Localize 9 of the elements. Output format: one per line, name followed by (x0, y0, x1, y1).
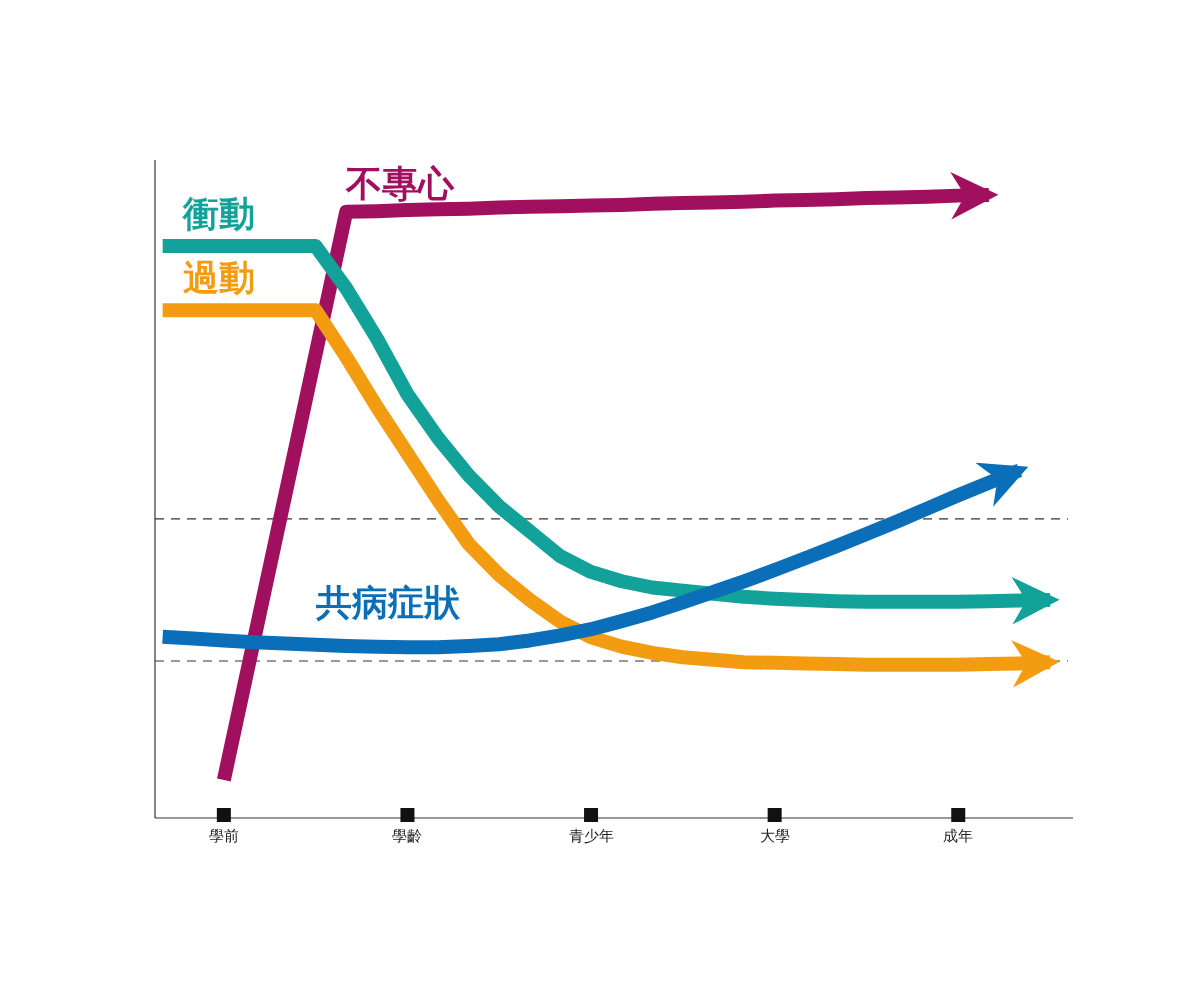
x-tick-label: 成年 (943, 827, 974, 844)
series-label: 不專心 (345, 162, 456, 204)
x-tick-label: 青少年 (568, 827, 614, 844)
series-label: 過動 (182, 257, 255, 299)
series-label: 衝動 (181, 193, 255, 235)
series-label: 共病症狀 (314, 581, 461, 623)
x-tick-label: 學齡 (392, 827, 423, 844)
x-tick-label: 學前 (208, 827, 239, 844)
x-tick-label: 大學 (759, 827, 790, 844)
